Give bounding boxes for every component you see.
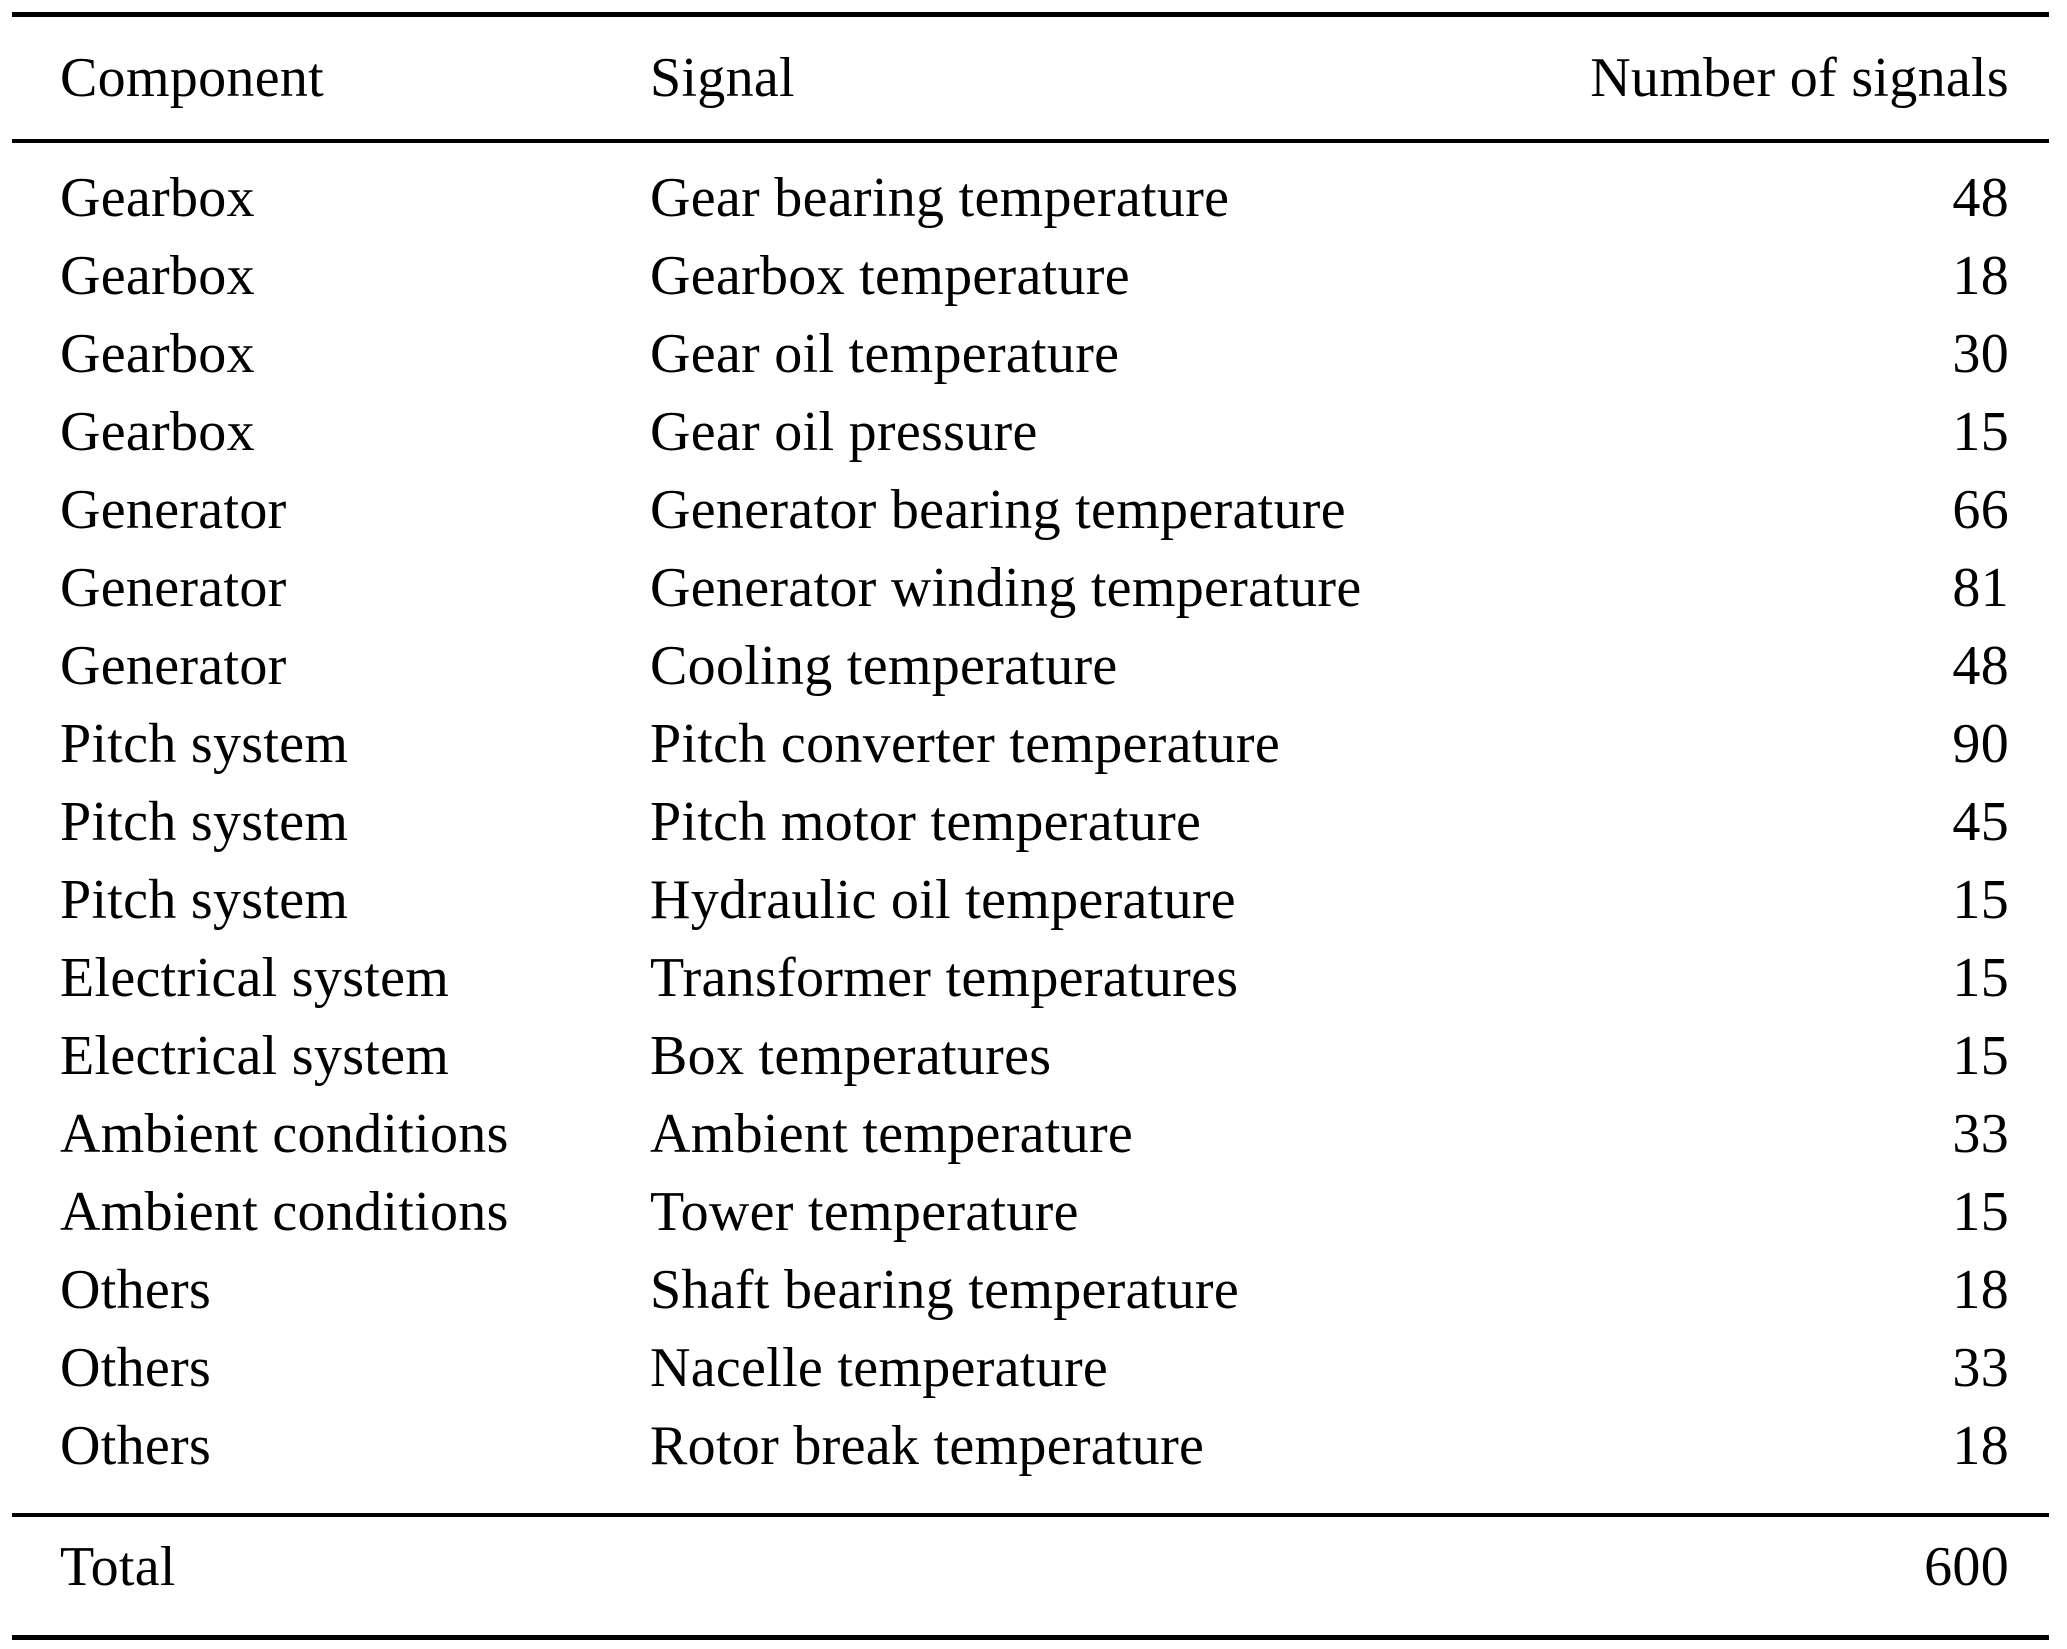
table-row: Generator Generator winding temperature 81 (12, 549, 2049, 627)
signal-count-cell: 18 (1952, 245, 2009, 307)
component-cell: Ambient conditions (60, 1181, 509, 1243)
component-cell: Gearbox (60, 401, 255, 463)
signal-cell: Generator winding temperature (650, 557, 1362, 619)
total-spacer (650, 1513, 1560, 1638)
column-header-component: Component (12, 14, 650, 143)
component-cell: Electrical system (60, 1025, 450, 1087)
table-row: Ambient conditions Tower temperature 15 (12, 1173, 2049, 1251)
signal-cell: Generator bearing temperature (650, 479, 1346, 541)
table-row: Gearbox Gear bearing temperature 48 (12, 141, 2049, 237)
table-row: Others Shaft bearing temperature 18 (12, 1251, 2049, 1329)
signal-cell: Gear bearing temperature (650, 167, 1230, 229)
column-header-number-of-signals: Number of signals (1560, 14, 2049, 143)
component-cell: Pitch system (60, 869, 349, 931)
table-row: Gearbox Gear oil pressure 15 (12, 393, 2049, 471)
component-cell: Generator (60, 635, 287, 697)
signal-cell: Rotor break temperature (650, 1415, 1205, 1477)
component-cell: Gearbox (60, 323, 255, 385)
table-footer: Total 600 (12, 1513, 2049, 1638)
signal-cell: Shaft bearing temperature (650, 1259, 1240, 1321)
signal-count-cell: 33 (1952, 1103, 2009, 1165)
table-row: Gearbox Gearbox temperature 18 (12, 237, 2049, 315)
signal-cell: Cooling temperature (650, 635, 1118, 697)
signal-count-cell: 66 (1952, 479, 2009, 541)
signal-count-cell: 30 (1952, 323, 2009, 385)
signal-cell: Box temperatures (650, 1025, 1052, 1087)
signal-cell: Tower temperature (650, 1181, 1079, 1243)
component-cell: Gearbox (60, 167, 255, 229)
table-row: Generator Generator bearing temperature 66 (12, 471, 2049, 549)
signal-count-cell: 15 (1952, 947, 2009, 1009)
signal-count-cell: 15 (1952, 1025, 2009, 1087)
signal-count-cell: 48 (1952, 635, 2009, 697)
signal-cell: Gear oil pressure (650, 401, 1038, 463)
table-row: Pitch system Pitch converter temperature 9… (12, 705, 2049, 783)
signal-cell: Pitch motor temperature (650, 791, 1202, 853)
signal-count-cell: 81 (1952, 557, 2009, 619)
table-row: Ambient conditions Ambient temperature 33 (12, 1095, 2049, 1173)
table-body: Gearbox Gear bearing temperature 48 Gearbox… (12, 141, 2049, 1515)
component-cell: Gearbox (60, 245, 255, 307)
signal-count-cell: 48 (1952, 167, 2009, 229)
signal-cell: Hydraulic oil temperature (650, 869, 1236, 931)
signal-count-cell: 18 (1952, 1259, 2009, 1321)
signal-count-cell: 45 (1952, 791, 2009, 853)
signal-cell: Nacelle temperature (650, 1337, 1109, 1399)
signal-count-cell: 90 (1952, 713, 2009, 775)
table-row: Electrical system Transformer temperature… (12, 939, 2049, 1017)
table-row: Others Nacelle temperature 33 (12, 1329, 2049, 1407)
signal-cell: Gearbox temperature (650, 245, 1130, 307)
signal-count-cell: 15 (1952, 401, 2009, 463)
component-cell: Ambient conditions (60, 1103, 509, 1165)
table-row: Others Rotor break temperature 18 (12, 1407, 2049, 1515)
total-label: Total (12, 1513, 650, 1638)
signals-table: Component Signal Number of signals Gearb… (12, 12, 2049, 1640)
signal-cell: Gear oil temperature (650, 323, 1120, 385)
signal-count-cell: 18 (1952, 1415, 2009, 1477)
total-row: Total 600 (12, 1513, 2049, 1638)
signal-cell: Pitch converter temperature (650, 713, 1281, 775)
column-header-signal: Signal (650, 14, 1560, 143)
table-row: Pitch system Hydraulic oil temperature 15 (12, 861, 2049, 939)
signal-cell: Ambient temperature (650, 1103, 1134, 1165)
total-value: 600 (1560, 1513, 2049, 1638)
table-row: Electrical system Box temperatures 15 (12, 1017, 2049, 1095)
component-cell: Electrical system (60, 947, 450, 1009)
signal-count-cell: 15 (1952, 1181, 2009, 1243)
component-cell: Others (60, 1415, 212, 1477)
table-row: Pitch system Pitch motor temperature 45 (12, 783, 2049, 861)
component-cell: Others (60, 1259, 212, 1321)
component-cell: Pitch system (60, 791, 349, 853)
header-row: Component Signal Number of signals (12, 14, 2049, 143)
table-row: Generator Cooling temperature 48 (12, 627, 2049, 705)
table-header: Component Signal Number of signals (12, 14, 2049, 143)
table-row: Gearbox Gear oil temperature 30 (12, 315, 2049, 393)
signal-count-cell: 15 (1952, 869, 2009, 931)
signal-cell: Transformer temperatures (650, 947, 1239, 1009)
signal-count-cell: 33 (1952, 1337, 2009, 1399)
component-cell: Generator (60, 479, 287, 541)
component-cell: Others (60, 1337, 212, 1399)
component-cell: Generator (60, 557, 287, 619)
component-cell: Pitch system (60, 713, 349, 775)
